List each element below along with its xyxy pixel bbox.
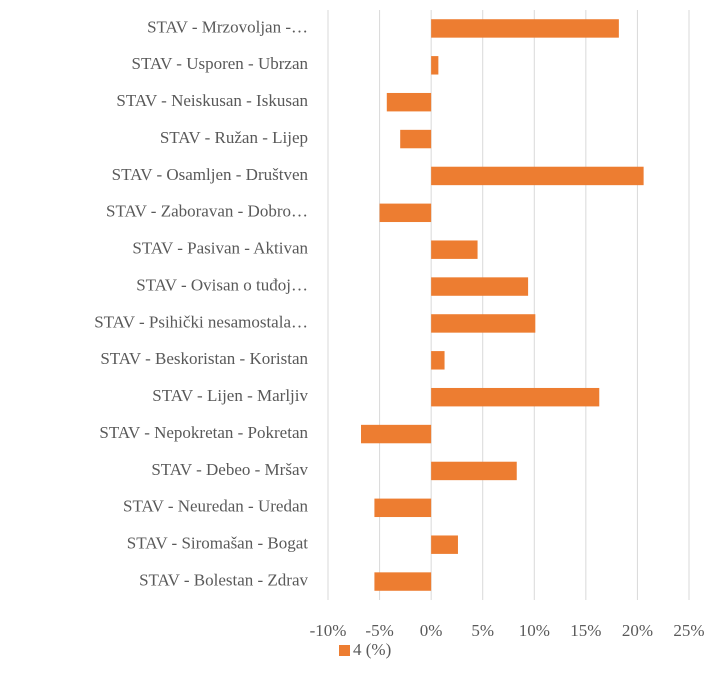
bar (431, 314, 536, 333)
bar (361, 424, 432, 444)
y-tick-label: STAV - Pasivan - Aktivan (132, 239, 308, 258)
legend-label: 4 (%) (353, 640, 391, 659)
y-tick-label: STAV - Mrzovoljan -… (147, 17, 308, 36)
x-tick-label: 5% (471, 621, 494, 640)
y-tick-label: STAV - Ovisan o tuđoj… (136, 275, 308, 294)
bar (374, 498, 432, 518)
bar (431, 19, 619, 38)
bar (431, 535, 458, 554)
y-tick-label: STAV - Neuredan - Uredan (123, 497, 308, 516)
bar (431, 56, 439, 75)
bar (386, 92, 432, 112)
bar (431, 461, 517, 481)
legend-swatch (339, 645, 350, 656)
bar (400, 129, 432, 149)
y-tick-label: STAV - Zaboravan - Dobro… (106, 202, 308, 221)
y-tick-label: STAV - Osamljen - Društven (112, 165, 309, 184)
x-tick-label: 15% (570, 621, 601, 640)
bar (431, 277, 529, 296)
y-tick-label: STAV - Siromašan - Bogat (127, 534, 309, 553)
y-tick-label: STAV - Ružan - Lijep (160, 128, 308, 147)
y-tick-label: STAV - Lijen - Marljiv (152, 386, 308, 405)
bar (379, 203, 432, 223)
y-tick-label: STAV - Beskoristan - Koristan (100, 349, 308, 368)
x-tick-label: -5% (365, 621, 393, 640)
y-tick-label: STAV - Debeo - Mršav (151, 460, 308, 479)
y-tick-label: STAV - Usporen - Ubrzan (132, 54, 309, 73)
x-tick-label: -10% (310, 621, 347, 640)
y-tick-label: STAV - Psihički nesamostala… (94, 312, 308, 331)
bar (431, 166, 644, 186)
bar (374, 572, 432, 591)
bar (431, 387, 600, 407)
bar (431, 240, 478, 259)
x-tick-label: 20% (622, 621, 653, 640)
y-tick-label: STAV - Bolestan - Zdrav (139, 570, 308, 589)
x-tick-label: 0% (420, 621, 443, 640)
x-tick-label: 10% (519, 621, 550, 640)
x-tick-label: 25% (673, 621, 704, 640)
y-tick-label: STAV - Nepokretan - Pokretan (99, 423, 308, 442)
bar (431, 351, 445, 370)
y-tick-label: STAV - Neiskusan - Iskusan (116, 91, 308, 110)
